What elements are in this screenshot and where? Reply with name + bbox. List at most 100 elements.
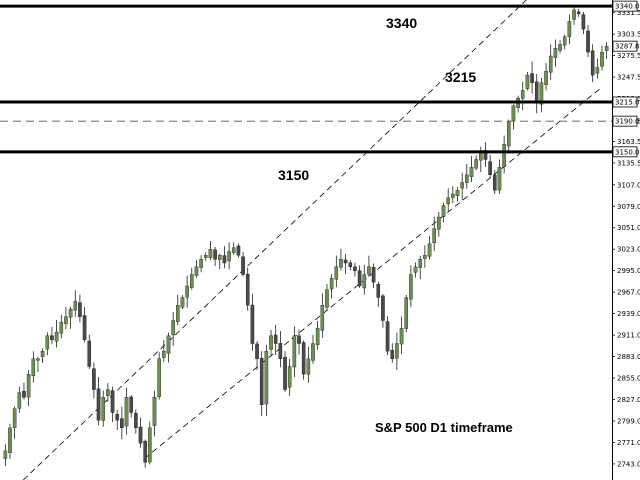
candle — [576, 11, 581, 14]
candle — [269, 335, 273, 350]
candle — [64, 316, 68, 324]
candle — [455, 190, 460, 197]
candle — [600, 51, 604, 67]
candle — [390, 349, 395, 359]
candle — [17, 392, 22, 409]
candle — [134, 413, 138, 429]
candle — [157, 358, 161, 397]
y-tick-label: 3051.0 — [617, 224, 640, 232]
y-tick-label: 2743.0 — [617, 460, 640, 468]
y-tick-label: 2771.0 — [617, 439, 640, 447]
candle — [520, 90, 525, 99]
candle — [581, 14, 586, 30]
candle — [171, 320, 175, 336]
price-box — [612, 146, 638, 158]
candle — [73, 301, 78, 311]
candle — [87, 340, 92, 367]
candle — [315, 328, 320, 346]
candle — [106, 389, 110, 396]
candle — [283, 357, 287, 390]
candle — [413, 266, 418, 273]
candle — [241, 256, 245, 275]
y-tick-label: 2967.0 — [617, 289, 640, 297]
candle — [497, 167, 502, 191]
price-box-label: 3215.0 — [615, 98, 640, 106]
candle — [367, 266, 371, 275]
candle — [297, 335, 301, 344]
candle — [92, 368, 96, 390]
candle — [446, 197, 450, 205]
y-tick-label: 3023.0 — [617, 246, 640, 254]
channel-line-upper — [22, 0, 527, 480]
candle — [460, 182, 464, 189]
candle — [469, 167, 474, 177]
candle — [544, 71, 548, 85]
candle — [245, 273, 250, 306]
y-tick-label: 3107.0 — [617, 181, 640, 189]
level-label-3215: 3215 — [445, 69, 476, 85]
candle — [488, 161, 492, 175]
candle — [320, 305, 325, 331]
candle — [343, 259, 348, 264]
candle — [273, 334, 278, 344]
price-box-label: 3190.0 — [615, 118, 640, 126]
candle — [143, 440, 147, 463]
price-box — [612, 115, 638, 127]
level-label-3150: 3150 — [278, 167, 309, 183]
price-box-label: 3340.0 — [615, 3, 640, 11]
candle — [604, 46, 609, 51]
candle — [292, 335, 297, 368]
candle — [26, 374, 31, 398]
candle — [530, 73, 534, 83]
candle — [376, 284, 381, 298]
candle — [399, 328, 404, 345]
candle — [502, 144, 506, 167]
candle — [534, 81, 539, 103]
candle — [54, 331, 59, 342]
candle — [166, 335, 171, 354]
candle — [437, 216, 441, 230]
candle — [558, 44, 562, 51]
candle — [255, 343, 259, 359]
y-tick-label: 2855.0 — [617, 375, 640, 383]
candle — [227, 251, 231, 262]
candle — [586, 30, 590, 53]
candle — [325, 289, 329, 308]
candle — [362, 274, 367, 289]
candle — [36, 358, 40, 361]
price-box — [612, 40, 638, 52]
candle — [572, 9, 576, 20]
y-tick-label: 3079.0 — [617, 203, 640, 211]
price-box-label: 3287.8 — [615, 43, 640, 51]
candle — [418, 259, 422, 268]
candle — [31, 358, 36, 376]
candle — [194, 266, 199, 276]
candle — [548, 55, 553, 73]
candle — [409, 274, 413, 300]
candle — [595, 67, 600, 74]
candle — [78, 302, 82, 317]
candle — [348, 262, 353, 267]
price-box — [612, 96, 638, 108]
candle — [129, 396, 133, 413]
candle — [148, 427, 152, 463]
candle — [40, 351, 45, 357]
candle — [395, 343, 399, 359]
candle — [190, 274, 194, 288]
candle — [385, 321, 390, 352]
price-box — [612, 0, 638, 12]
candle — [22, 391, 26, 398]
candle — [339, 259, 343, 268]
candle — [59, 321, 64, 334]
candle — [525, 74, 530, 89]
candle — [50, 335, 54, 340]
y-tick-label: 2995.0 — [617, 267, 640, 275]
candle — [287, 366, 292, 388]
candle — [120, 418, 124, 429]
candle — [553, 48, 558, 58]
candle — [3, 450, 8, 459]
candle — [217, 255, 222, 260]
chart-title: S&P 500 D1 timeframe — [375, 420, 513, 435]
candle — [231, 247, 236, 253]
